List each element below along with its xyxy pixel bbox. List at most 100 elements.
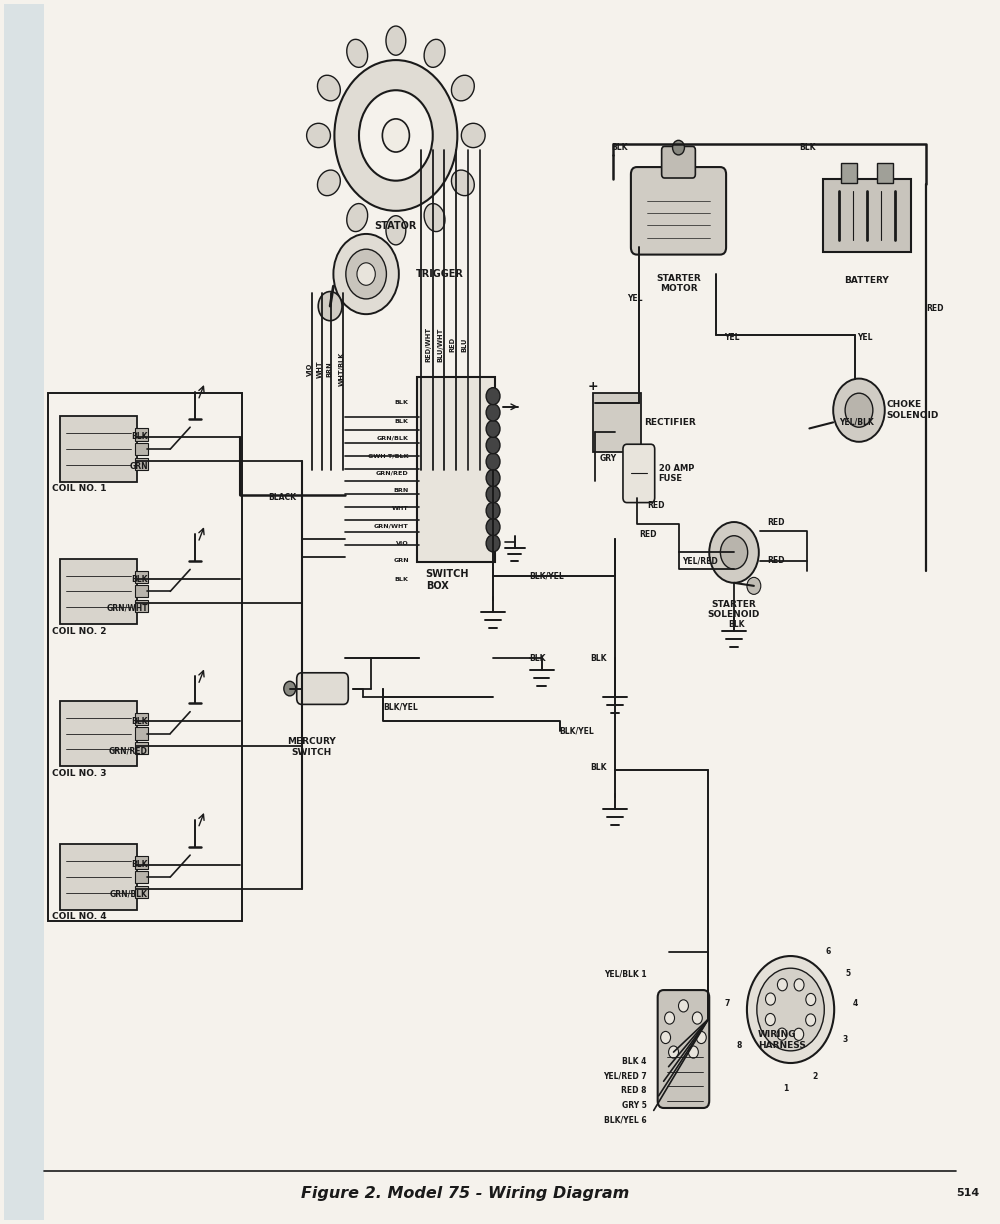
FancyBboxPatch shape	[841, 164, 857, 182]
Text: STATOR: STATOR	[375, 220, 417, 230]
FancyBboxPatch shape	[662, 147, 695, 177]
Text: YEL/RED: YEL/RED	[682, 557, 718, 565]
Circle shape	[486, 535, 500, 552]
Circle shape	[486, 437, 500, 454]
FancyBboxPatch shape	[135, 428, 148, 441]
Text: GRN/WHT: GRN/WHT	[374, 523, 409, 529]
Text: SWITCH
BOX: SWITCH BOX	[426, 569, 469, 591]
Text: 514: 514	[956, 1189, 979, 1198]
Text: RECTIFIER: RECTIFIER	[644, 417, 696, 427]
Text: 2: 2	[813, 1072, 818, 1081]
Circle shape	[486, 404, 500, 421]
Circle shape	[766, 993, 775, 1005]
FancyBboxPatch shape	[135, 443, 148, 455]
Circle shape	[747, 956, 834, 1062]
Circle shape	[720, 536, 748, 569]
Text: GWH T/BLK: GWH T/BLK	[368, 454, 409, 459]
Circle shape	[806, 1013, 816, 1026]
Ellipse shape	[347, 203, 368, 231]
Text: YEL/BLK: YEL/BLK	[839, 417, 874, 427]
FancyBboxPatch shape	[60, 701, 137, 766]
Text: BLU/WHT: BLU/WHT	[438, 327, 444, 362]
Text: WHT: WHT	[317, 360, 323, 378]
Text: STARTER
MOTOR: STARTER MOTOR	[656, 274, 701, 294]
Text: VIO: VIO	[307, 362, 313, 376]
Text: GRY 5: GRY 5	[622, 1102, 647, 1110]
Text: YEL/RED 7: YEL/RED 7	[603, 1072, 647, 1081]
Text: BRN: BRN	[394, 488, 409, 493]
Text: 1: 1	[783, 1084, 788, 1093]
Text: 3: 3	[842, 1036, 848, 1044]
Text: BLK: BLK	[131, 860, 148, 869]
FancyBboxPatch shape	[135, 857, 148, 869]
Ellipse shape	[317, 170, 340, 196]
FancyBboxPatch shape	[60, 558, 137, 624]
Text: BATTERY: BATTERY	[845, 277, 889, 285]
Text: BLK: BLK	[395, 577, 409, 581]
Ellipse shape	[461, 124, 485, 148]
Text: RED: RED	[647, 501, 664, 509]
Text: GRN: GRN	[393, 558, 409, 563]
Text: COIL NO. 1: COIL NO. 1	[52, 485, 106, 493]
Circle shape	[845, 393, 873, 427]
Circle shape	[696, 1032, 706, 1044]
Circle shape	[757, 968, 824, 1051]
Circle shape	[777, 1028, 787, 1040]
Text: 5: 5	[846, 968, 851, 978]
Text: BLK: BLK	[530, 654, 546, 662]
Text: WHT: WHT	[392, 507, 409, 512]
Text: MERCURY
SWITCH: MERCURY SWITCH	[287, 737, 336, 756]
FancyBboxPatch shape	[135, 871, 148, 883]
Text: BLK: BLK	[395, 419, 409, 424]
Text: YEL: YEL	[627, 294, 642, 302]
Circle shape	[661, 1032, 671, 1044]
FancyBboxPatch shape	[135, 742, 148, 754]
Text: RED: RED	[768, 557, 785, 565]
Ellipse shape	[386, 215, 406, 245]
Circle shape	[777, 979, 787, 990]
Circle shape	[692, 1012, 702, 1024]
Text: GRN/RED: GRN/RED	[109, 747, 148, 755]
Circle shape	[486, 486, 500, 503]
FancyBboxPatch shape	[297, 673, 348, 704]
Circle shape	[747, 578, 761, 595]
Text: YEL/BLK 1: YEL/BLK 1	[604, 969, 647, 979]
Bar	[4, 4, 44, 1220]
FancyBboxPatch shape	[135, 885, 148, 897]
Circle shape	[688, 1047, 698, 1059]
Text: BLU: BLU	[461, 338, 467, 351]
Text: RED: RED	[926, 304, 944, 312]
FancyBboxPatch shape	[135, 458, 148, 470]
FancyBboxPatch shape	[623, 444, 655, 503]
Text: GRN/BLK: GRN/BLK	[377, 436, 409, 441]
Text: RED: RED	[449, 337, 455, 353]
Circle shape	[669, 1047, 678, 1059]
Text: BLK: BLK	[131, 432, 148, 442]
Text: GRY: GRY	[599, 454, 616, 464]
Circle shape	[833, 378, 885, 442]
Circle shape	[709, 523, 759, 583]
Text: GRN/RED: GRN/RED	[376, 471, 409, 476]
Text: BLK: BLK	[131, 575, 148, 584]
Text: GRN/WHT: GRN/WHT	[106, 603, 148, 613]
Circle shape	[486, 502, 500, 519]
FancyBboxPatch shape	[823, 179, 911, 252]
Circle shape	[486, 470, 500, 486]
FancyBboxPatch shape	[631, 166, 726, 255]
Circle shape	[486, 453, 500, 470]
Text: YEL: YEL	[724, 333, 740, 341]
Text: RED: RED	[768, 518, 785, 526]
Circle shape	[678, 1000, 688, 1012]
Circle shape	[765, 1013, 775, 1026]
Text: BLK/YEL: BLK/YEL	[530, 572, 564, 580]
Circle shape	[333, 234, 399, 315]
Circle shape	[486, 519, 500, 536]
Text: COIL NO. 4: COIL NO. 4	[52, 912, 106, 922]
Circle shape	[665, 1012, 675, 1024]
Ellipse shape	[451, 75, 474, 100]
Text: BLK: BLK	[131, 717, 148, 726]
FancyBboxPatch shape	[135, 712, 148, 725]
Circle shape	[486, 420, 500, 437]
Text: RED: RED	[639, 530, 656, 539]
Text: GRN/BLK: GRN/BLK	[110, 890, 148, 898]
